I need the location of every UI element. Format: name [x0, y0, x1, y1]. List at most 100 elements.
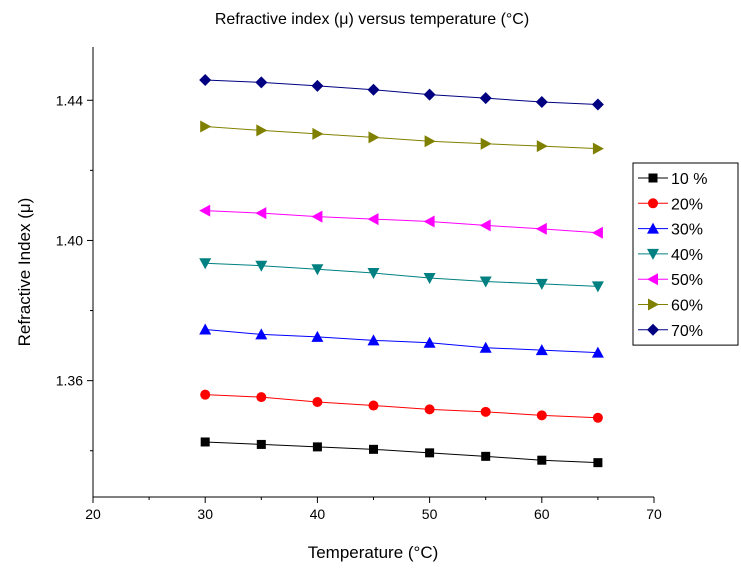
data-point: [592, 412, 603, 423]
legend-marker: [647, 273, 658, 286]
data-point: [199, 323, 212, 335]
legend-label: 70%: [671, 323, 703, 340]
data-point: [424, 404, 435, 415]
data-point: [537, 455, 547, 465]
data-point: [199, 204, 211, 217]
axes: 20 30 40 50 60 70 1.36 1.40 1.44: [56, 47, 662, 522]
data-point: [367, 213, 379, 226]
data-point: [368, 400, 379, 411]
data-point: [593, 458, 603, 468]
data-point: [423, 336, 436, 348]
series-line: [205, 328, 598, 354]
legend-item: 10 %: [638, 171, 707, 188]
y-tick-label: 1.36: [56, 373, 83, 389]
x-tick-label: 40: [310, 506, 326, 522]
data-point: [481, 451, 491, 461]
legend-marker: [647, 323, 659, 336]
data-point: [480, 406, 491, 417]
data-point: [535, 96, 548, 109]
data-point: [199, 73, 212, 86]
data-point: [536, 410, 547, 421]
data-point: [367, 83, 380, 96]
data-point: [591, 346, 604, 358]
data-point: [423, 88, 436, 101]
data-point: [255, 207, 267, 220]
series-line: [205, 126, 598, 150]
legend-item: 50%: [638, 272, 703, 289]
legend-label: 50%: [671, 272, 703, 289]
legend-marker: [647, 248, 659, 260]
data-point: [369, 444, 378, 454]
legend-item: 60%: [638, 298, 703, 315]
data-point: [479, 219, 491, 232]
series-6: [200, 120, 604, 155]
data-point: [591, 281, 604, 293]
data-point: [424, 135, 436, 148]
plot-area: [199, 73, 604, 468]
data-point: [312, 127, 324, 140]
data-point: [479, 276, 492, 288]
data-point: [256, 439, 266, 449]
data-point: [312, 442, 322, 452]
legend-item: 30%: [638, 222, 703, 239]
data-point: [536, 140, 548, 153]
legend-item: 40%: [638, 247, 703, 264]
legend-label: 60%: [671, 298, 703, 315]
data-point: [200, 437, 210, 447]
x-tick-label: 50: [422, 506, 438, 522]
series-3: [199, 323, 604, 358]
data-point: [535, 278, 548, 290]
data-point: [200, 120, 212, 133]
data-point: [368, 131, 380, 144]
data-point: [200, 389, 211, 400]
series-line: [205, 394, 598, 419]
data-point: [480, 137, 492, 150]
series-5: [199, 204, 603, 239]
data-point: [367, 268, 380, 280]
data-point: [311, 210, 323, 223]
data-point: [255, 76, 268, 89]
data-point: [479, 92, 492, 105]
legend-label: 40%: [671, 247, 703, 264]
data-point: [535, 344, 548, 356]
x-tick-label: 70: [646, 506, 662, 522]
data-point: [311, 330, 324, 342]
legend-marker: [648, 198, 658, 209]
legend-marker: [648, 173, 658, 183]
data-point: [311, 264, 324, 276]
data-point: [255, 328, 268, 340]
legend-item: 20%: [638, 196, 703, 213]
data-point: [256, 392, 267, 403]
data-point: [425, 448, 435, 458]
x-tick-label: 60: [534, 506, 550, 522]
data-point: [591, 226, 603, 239]
data-point: [312, 397, 323, 408]
series-line: [205, 441, 598, 464]
data-point: [479, 341, 492, 353]
series-4: [199, 258, 604, 293]
series-line: [205, 79, 598, 105]
data-point: [311, 79, 324, 92]
data-point: [256, 124, 268, 137]
data-point: [591, 98, 604, 111]
x-axis-label: Temperature (°C): [308, 543, 439, 562]
legend: 10 % 20% 30% 40% 50% 60% 70%: [632, 162, 739, 346]
legend-marker: [648, 298, 659, 311]
series-1: [200, 437, 603, 468]
data-point: [423, 272, 436, 284]
data-point: [367, 334, 380, 346]
x-tick-label: 30: [197, 506, 213, 522]
legend-label: 30%: [671, 222, 703, 239]
data-point: [423, 215, 435, 228]
y-tick-label: 1.44: [56, 92, 83, 108]
series-line: [205, 210, 598, 234]
chart-title: Refractive index (μ) versus temperature …: [215, 11, 529, 28]
series-line: [205, 262, 598, 287]
data-point: [535, 222, 547, 235]
series-2: [200, 389, 603, 423]
data-point: [255, 260, 268, 272]
y-axis-label: Refractive Index (μ): [15, 198, 34, 347]
data-point: [199, 258, 212, 270]
